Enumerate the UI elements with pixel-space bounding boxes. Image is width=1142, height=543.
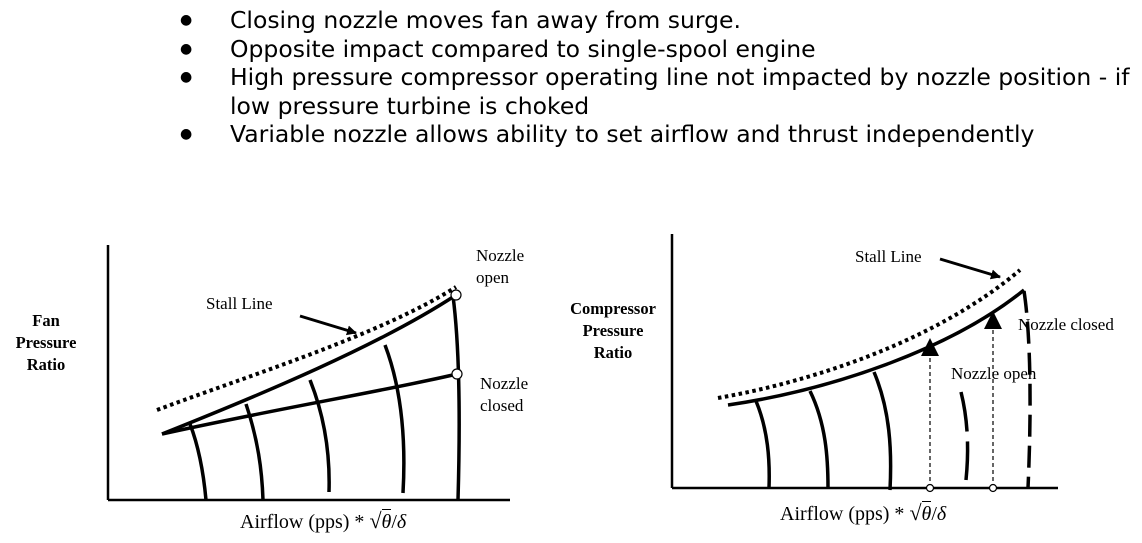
radical-symbol: √ (369, 508, 382, 533)
bullet-item: High pressure compressor operating line … (178, 63, 1142, 120)
compressor-operating-line (727, 288, 1026, 407)
compressor-nozzle-closed-label: Nozzle closed (1018, 315, 1114, 334)
y-label-line: Fan (32, 311, 60, 330)
delta-symbol: δ (936, 503, 947, 525)
compressor-stall-line-label: Stall Line (855, 247, 922, 266)
fan-nozzle-open-label: Nozzle open (476, 245, 524, 289)
fan-nozzle-closed-label: Nozzle closed (480, 373, 528, 417)
fan-speed-line (383, 344, 406, 494)
bullet-item: Closing nozzle moves fan away from surge… (178, 6, 1142, 35)
fan-y-axis-label: Fan Pressure Ratio (14, 310, 78, 376)
compressor-map (670, 234, 1058, 493)
label-line: closed (480, 396, 524, 415)
compressor-nozzle-open-label: Nozzle open (951, 364, 1037, 383)
theta-symbol: θ (921, 501, 932, 525)
delta-symbol: δ (396, 511, 407, 533)
slash-symbol: / (391, 511, 397, 533)
fan-speed-line (451, 295, 461, 501)
fan-map (106, 245, 510, 502)
bullet-item: Variable nozzle allows ability to set ai… (178, 120, 1142, 149)
label-line: Nozzle (476, 246, 525, 265)
x-label-text: Airflow (pps) * (240, 511, 370, 533)
fan-stall-arrow (299, 314, 357, 336)
theta-symbol: θ (381, 509, 392, 533)
compressor-y-axis-label: Compressor Pressure Ratio (558, 298, 668, 364)
compressor-speed-line (872, 371, 893, 491)
compressor-nozzle-open-arrowhead (921, 338, 939, 356)
fan-nozzle-closed-point (451, 368, 463, 380)
fan-nozzle-open-point (450, 289, 462, 301)
bullet-list: Closing nozzle moves fan away from surge… (178, 6, 1142, 149)
compressor-nozzle-open-point (925, 483, 935, 493)
compressor-speed-line (754, 400, 771, 489)
radical-symbol: √ (909, 500, 922, 525)
compressor-speed-line-dashed (1022, 290, 1032, 489)
fan-speed-line (244, 403, 265, 501)
compressor-nozzle-closed-point (988, 483, 998, 493)
y-label-line: Ratio (593, 343, 633, 362)
fan-operating-line-open (161, 293, 457, 436)
label-line: Nozzle (480, 374, 529, 393)
compressor-stall-arrow (939, 257, 1001, 280)
compressor-nozzle-closed-arrowhead (984, 311, 1002, 329)
label-line: open (476, 268, 510, 287)
y-label-line: Compressor (570, 299, 656, 318)
compressor-speed-line (808, 390, 830, 489)
fan-speed-line (188, 423, 208, 501)
fan-speed-line (308, 379, 331, 493)
fan-operating-line-closed (161, 372, 458, 436)
slash-symbol: / (931, 503, 937, 525)
fan-x-axis-label: Airflow (pps) * √θ/δ (240, 508, 406, 534)
y-label-line: Pressure (582, 321, 644, 340)
y-label-line: Ratio (26, 355, 66, 374)
y-label-line: Pressure (15, 333, 77, 352)
fan-stall-line (156, 285, 458, 412)
compressor-x-axis-label: Airflow (pps) * √θ/δ (780, 500, 946, 526)
x-label-text: Airflow (pps) * (780, 503, 910, 525)
fan-stall-line-label: Stall Line (206, 294, 273, 313)
compressor-stall-line (717, 268, 1022, 400)
compressor-speed-line-dashed (959, 391, 970, 481)
bullet-item: Opposite impact compared to single-spool… (178, 35, 1142, 64)
